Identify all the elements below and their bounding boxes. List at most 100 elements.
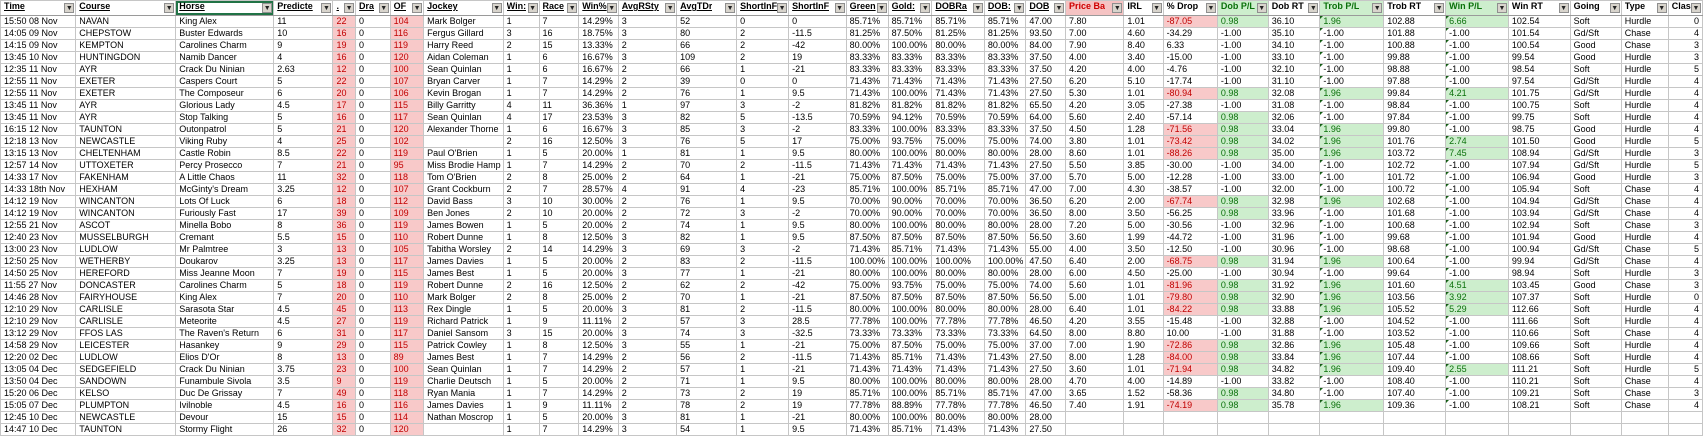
- cell-of[interactable]: 112: [389, 195, 425, 208]
- cell-trob-rt[interactable]: 97.84: [1383, 111, 1447, 124]
- cell-avgtdr[interactable]: 74: [676, 219, 738, 232]
- cell-avgrsty[interactable]: 2: [617, 219, 678, 232]
- cell-horse[interactable]: Namib Dancer: [175, 51, 275, 64]
- cell-jockey[interactable]: Daniel Sansom: [423, 327, 504, 340]
- cell-race[interactable]: 7: [538, 351, 580, 364]
- cell-avgrsty[interactable]: 3: [617, 231, 678, 244]
- cell-gold[interactable]: 71.43%: [887, 159, 933, 172]
- cell-horse[interactable]: King Alex: [175, 15, 275, 28]
- cell-of[interactable]: 116: [389, 27, 425, 40]
- cell-gold[interactable]: 100.00%: [887, 219, 933, 232]
- cell-of[interactable]: 107: [389, 183, 425, 196]
- cell-dra[interactable]: 0: [355, 363, 391, 376]
- cell-race[interactable]: 9: [538, 399, 580, 412]
- cell-avgtdr[interactable]: 73: [676, 387, 738, 400]
- cell-jockey[interactable]: Sean Quinlan: [423, 363, 504, 376]
- cell-dra[interactable]: 0: [355, 99, 391, 112]
- cell-dob[interactable]: 74.00: [1025, 135, 1066, 148]
- cell-price-ba[interactable]: 5.00: [1064, 291, 1125, 304]
- cell-win[interactable]: 12.50%: [578, 339, 619, 352]
- cell-trob-rt[interactable]: 98.88: [1383, 63, 1447, 76]
- cell-shortinf[interactable]: 9.5: [788, 87, 847, 100]
- cell-trob-p-l[interactable]: -1.00: [1319, 267, 1385, 280]
- cell-going[interactable]: Good: [1569, 39, 1622, 52]
- cell-dra[interactable]: 0: [355, 291, 391, 304]
- cell-horse[interactable]: Ivilnoble: [175, 399, 275, 412]
- cell-trob-p-l[interactable]: -1.00: [1319, 39, 1385, 52]
- cell-course[interactable]: MUSSELBURGH: [75, 231, 177, 244]
- cell-race[interactable]: 7: [538, 75, 580, 88]
- cell-jockey[interactable]: Bryan Carver: [423, 75, 504, 88]
- cell-drop[interactable]: -68.75: [1162, 255, 1218, 268]
- cell-race[interactable]: 9: [538, 315, 580, 328]
- cell-race[interactable]: 10: [538, 195, 580, 208]
- cell-dob[interactable]: 46.50: [1025, 399, 1066, 412]
- cell-horse[interactable]: Carolines Charm: [175, 39, 275, 52]
- cell-trob-p-l[interactable]: -1.00: [1319, 63, 1385, 76]
- cell-dobra[interactable]: 83.33%: [931, 123, 985, 136]
- cell-course[interactable]: NAVAN: [75, 15, 177, 28]
- cell-going[interactable]: Soft: [1569, 111, 1622, 124]
- cell-win-p-l[interactable]: -1.00: [1445, 111, 1509, 124]
- cell-avgrsty[interactable]: 3: [617, 339, 678, 352]
- cell-irl[interactable]: 2.00: [1123, 255, 1164, 268]
- cell-win-p-l[interactable]: -1.00: [1445, 195, 1509, 208]
- cell-win-p-l[interactable]: 6.66: [1445, 15, 1509, 28]
- cell-drop[interactable]: -84.22: [1162, 303, 1218, 316]
- cell-win-rt[interactable]: 99.75: [1507, 111, 1571, 124]
- cell-race[interactable]: 15: [538, 39, 580, 52]
- cell-predicte[interactable]: 4.5: [273, 99, 334, 112]
- cell-type[interactable]: Chase: [1620, 399, 1669, 412]
- cell-gold[interactable]: 85.71%: [887, 351, 933, 364]
- cell-jockey[interactable]: Ben Jones: [423, 207, 504, 220]
- cell-horse[interactable]: Crack Du Ninian: [175, 63, 275, 76]
- cell-win-rt[interactable]: 110.21: [1507, 375, 1571, 388]
- cell-going[interactable]: Soft: [1569, 291, 1622, 304]
- cell-shortinf[interactable]: 2: [736, 27, 790, 40]
- cell-avgtdr[interactable]: 76: [676, 87, 738, 100]
- cell-dob-rt[interactable]: 33.04: [1267, 123, 1321, 136]
- cell-green[interactable]: 70.00%: [845, 207, 889, 220]
- cell-avgrsty[interactable]: 2: [617, 315, 678, 328]
- cell-dobra[interactable]: 80.00%: [931, 375, 985, 388]
- cell-irl[interactable]: 3.85: [1123, 159, 1164, 172]
- cell-dob-rt[interactable]: 33.96: [1267, 207, 1321, 220]
- cell-trob-p-l[interactable]: 1.96: [1319, 291, 1385, 304]
- cell-shortinf[interactable]: 0: [788, 15, 847, 28]
- cell-dob[interactable]: 55.00: [1025, 243, 1066, 256]
- cell-predicte[interactable]: 11: [273, 15, 334, 28]
- cell-drop[interactable]: -58.36: [1162, 387, 1218, 400]
- cell-horse[interactable]: Stormy Flight: [175, 423, 275, 436]
- cell-course[interactable]: LUDLOW: [75, 351, 177, 364]
- cell-trob-p-l[interactable]: -1.00: [1319, 75, 1385, 88]
- cell-time[interactable]: 12:45 10 Dec: [0, 411, 77, 424]
- cell-gold[interactable]: 87.50%: [887, 27, 933, 40]
- cell-dob-rt[interactable]: 30.94: [1267, 267, 1321, 280]
- cell-drop[interactable]: -57.14: [1162, 111, 1218, 124]
- cell-win[interactable]: 2: [502, 171, 540, 184]
- cell-avgrsty[interactable]: 1: [617, 147, 678, 160]
- cell-win-rt[interactable]: 102.54: [1507, 15, 1571, 28]
- cell-going[interactable]: Gd/Sft: [1569, 87, 1622, 100]
- cell-dob-p-l[interactable]: -1.00: [1216, 327, 1269, 340]
- cell-win[interactable]: 20.00%: [578, 411, 619, 424]
- cell-race[interactable]: 14: [538, 243, 580, 256]
- cell-gold[interactable]: 81.82%: [887, 99, 933, 112]
- cell-of[interactable]: 113: [389, 303, 425, 316]
- cell-dob-rt[interactable]: 32.00: [1267, 183, 1321, 196]
- cell-type[interactable]: Hurdle: [1620, 123, 1669, 136]
- cell-going[interactable]: Soft: [1569, 267, 1622, 280]
- cell-trob-rt[interactable]: 102.72: [1383, 159, 1447, 172]
- cell-dobra[interactable]: 71.43%: [931, 243, 985, 256]
- cell-dob[interactable]: 27.50: [1025, 75, 1066, 88]
- cell-dob-rt[interactable]: [1267, 411, 1321, 424]
- cell-course[interactable]: HEXHAM: [75, 183, 177, 196]
- cell-dob[interactable]: 28.00: [1025, 375, 1066, 388]
- cell-type[interactable]: Hurdle: [1620, 135, 1669, 148]
- cell-dob[interactable]: 75.00%: [983, 135, 1027, 148]
- cell-green[interactable]: 71.43%: [845, 159, 889, 172]
- column-header-gold[interactable]: Gold: ▼: [887, 0, 933, 16]
- cell-course[interactable]: SEDGEFIELD: [75, 363, 177, 376]
- cell-trob-rt[interactable]: 105.52: [1383, 303, 1447, 316]
- cell-horse[interactable]: Funambule Sivola: [175, 375, 275, 388]
